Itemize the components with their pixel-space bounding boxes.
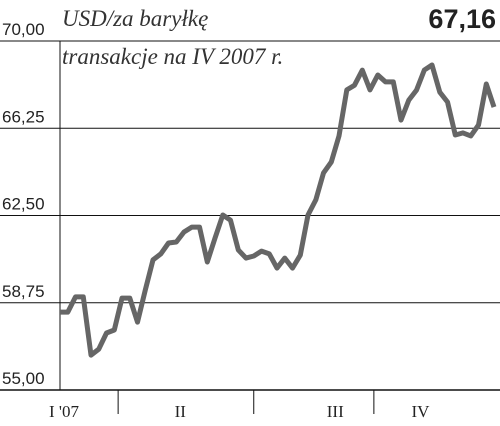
chart-subtitle: transakcje na IV 2007 r. (62, 44, 283, 69)
y-tick-label: 58,75 (2, 282, 45, 301)
y-tick-label: 62,50 (2, 195, 45, 214)
headline-value: 67,16 (428, 4, 496, 34)
data-line (60, 62, 497, 358)
x-tick-label: IV (412, 402, 431, 421)
y-tick-label: 66,25 (2, 107, 45, 126)
y-tick-label: 70,00 (2, 20, 45, 39)
x-tick-label: III (327, 402, 344, 421)
y-tick-label: 55,00 (2, 369, 45, 388)
x-tick-label: I '07 (49, 402, 79, 421)
chart-title: USD/za baryłkę (62, 6, 208, 31)
x-tick-label: II (175, 402, 187, 421)
